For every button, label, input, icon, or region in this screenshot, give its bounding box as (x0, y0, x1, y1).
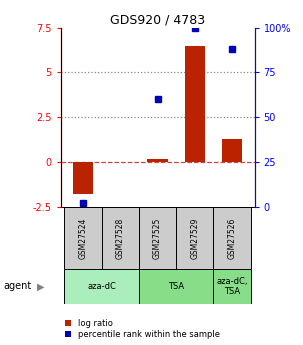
Bar (102, 207, 139, 269)
Bar (222, 139, 242, 162)
Text: aza-dC: aza-dC (87, 282, 116, 291)
Bar (73, 162, 93, 195)
Text: GSM27528: GSM27528 (116, 217, 125, 259)
Title: GDS920 / 4783: GDS920 / 4783 (110, 13, 205, 27)
Bar (147, 159, 168, 162)
Text: GSM27525: GSM27525 (153, 217, 162, 259)
Text: aza-dC,
TSA: aza-dC, TSA (216, 277, 248, 296)
Legend: log ratio, percentile rank within the sample: log ratio, percentile rank within the sa… (65, 319, 220, 339)
Bar (185, 46, 205, 162)
Text: GSM27529: GSM27529 (190, 217, 199, 259)
Text: agent: agent (3, 282, 31, 291)
Text: ▶: ▶ (37, 282, 45, 291)
Bar (176, 207, 214, 269)
Bar (64, 269, 139, 304)
Bar (214, 269, 251, 304)
Bar (139, 207, 176, 269)
Bar (64, 207, 102, 269)
Text: TSA: TSA (168, 282, 184, 291)
Text: GSM27526: GSM27526 (228, 217, 237, 259)
Bar (139, 269, 214, 304)
Text: GSM27524: GSM27524 (78, 217, 88, 259)
Bar (214, 207, 251, 269)
